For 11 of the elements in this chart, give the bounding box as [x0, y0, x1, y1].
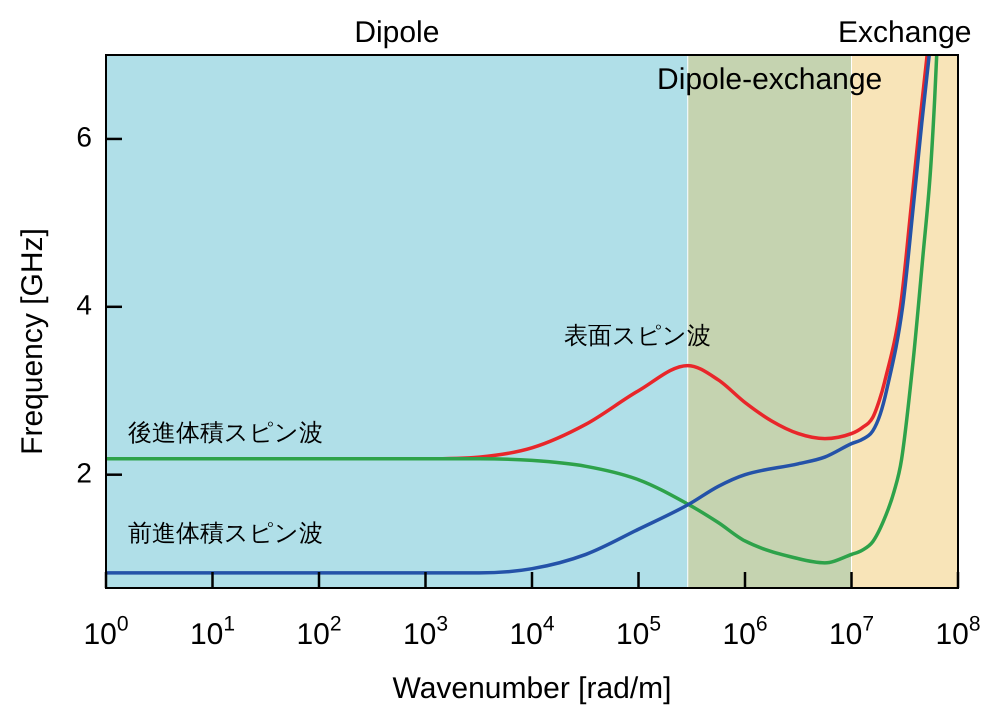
y-tick-label: 6 — [76, 122, 92, 153]
series-label: 表面スピン波 — [564, 322, 712, 350]
y-tick-label: 4 — [76, 290, 92, 321]
series-label: 前進体積スピン波 — [128, 518, 323, 547]
y-tick-label: 2 — [76, 457, 92, 488]
x-axis-title: Wavenumber [rad/m] — [392, 672, 672, 705]
band-label: Dipole-exchange — [657, 63, 882, 96]
band-label: Dipole — [354, 16, 440, 49]
band-label: Exchange — [838, 16, 972, 49]
series-label: 後進体積スピン波 — [128, 418, 323, 447]
y-axis-title: Frequency [GHz] — [16, 228, 49, 455]
